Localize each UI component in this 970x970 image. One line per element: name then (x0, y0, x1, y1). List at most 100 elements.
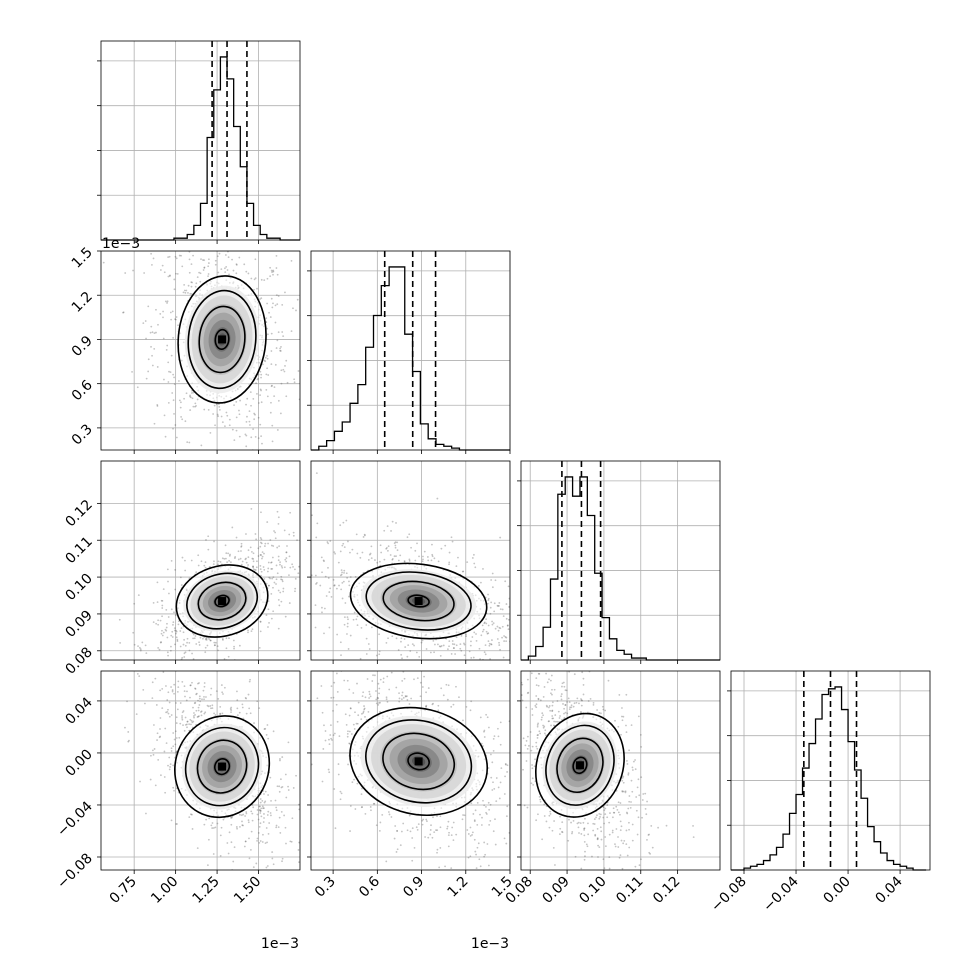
sample-point (476, 823, 479, 826)
sample-point (219, 561, 222, 563)
sample-point (179, 406, 182, 409)
contour-line (196, 739, 248, 794)
sample-point (180, 254, 183, 257)
sample-point (156, 405, 159, 407)
sample-point (280, 786, 283, 789)
sample-point (276, 429, 279, 431)
sample-point (188, 441, 191, 444)
sample-point (378, 687, 381, 690)
sample-point (348, 730, 351, 733)
sample-point (119, 642, 122, 644)
sample-point (349, 576, 352, 578)
sample-point (252, 866, 255, 869)
sample-point (280, 600, 283, 603)
sample-point (298, 565, 300, 568)
sample-point (219, 706, 222, 708)
sample-point (207, 705, 210, 708)
sample-point (279, 759, 281, 762)
sample-point (316, 697, 319, 700)
sample-point (330, 685, 333, 688)
sample-point (400, 830, 403, 833)
sample-point (554, 864, 556, 866)
sample-point (294, 678, 296, 680)
sample-point (174, 643, 176, 646)
sample-point (250, 233, 252, 235)
sample-point (275, 564, 278, 567)
sample-point (395, 522, 397, 524)
sample-point (272, 730, 275, 733)
sample-point (173, 611, 175, 614)
sample-point (305, 664, 307, 666)
sample-point (631, 839, 634, 842)
sample-point (511, 796, 513, 798)
sample-point (175, 751, 178, 754)
sample-point (433, 651, 435, 654)
contour-line (214, 594, 230, 608)
sample-point (214, 424, 216, 427)
sample-point (452, 839, 455, 842)
sample-point (491, 789, 494, 791)
sample-point (157, 758, 160, 761)
sample-point (328, 591, 331, 593)
sample-point (258, 707, 261, 709)
sample-point (278, 604, 281, 607)
sample-point (222, 693, 224, 695)
sample-point (431, 553, 434, 556)
sample-point (498, 602, 501, 604)
sample-point (292, 531, 295, 534)
sample-point (162, 588, 165, 591)
sample-point (487, 597, 490, 600)
sample-point (594, 834, 597, 837)
sample-point (413, 678, 415, 681)
sample-point (556, 720, 559, 723)
sample-point (340, 569, 343, 572)
sample-point (352, 618, 355, 621)
sample-point (206, 691, 208, 693)
sample-point (138, 646, 141, 649)
sample-point (150, 754, 152, 757)
sample-point (364, 812, 367, 815)
sample-point (349, 707, 352, 710)
sample-point (255, 538, 258, 541)
sample-point (480, 634, 483, 637)
sample-point (466, 829, 469, 831)
sample-point (364, 678, 366, 680)
sample-point (493, 610, 496, 613)
sample-point (467, 856, 470, 859)
sample-point (350, 733, 353, 735)
sample-point (270, 297, 273, 300)
sample-point (246, 874, 248, 876)
sample-point (207, 273, 210, 275)
sample-point (394, 825, 397, 827)
sample-point (167, 654, 169, 657)
sample-point (454, 653, 456, 655)
sample-point (514, 633, 516, 635)
sample-point (503, 837, 506, 840)
sample-point (448, 561, 451, 564)
sample-point (275, 254, 278, 257)
sample-point (173, 383, 176, 386)
sample-point (377, 682, 380, 685)
sample-point (175, 630, 178, 633)
sample-point (168, 255, 171, 258)
sample-point (536, 724, 539, 726)
sample-point (128, 739, 130, 742)
sample-point (277, 522, 280, 525)
sample-point (398, 697, 401, 700)
sample-point (180, 627, 183, 630)
sample-point (546, 606, 548, 608)
sample-point (243, 263, 246, 266)
panel-frame (100, 460, 301, 661)
sample-point (274, 609, 276, 611)
sample-point (499, 648, 501, 651)
sample-point (338, 735, 341, 738)
sample-point (192, 715, 195, 717)
sample-point (275, 583, 277, 585)
sample-point (445, 683, 448, 686)
sample-point (214, 259, 217, 262)
sample-point (268, 576, 271, 579)
sample-point (404, 695, 407, 697)
sample-point (196, 847, 199, 849)
sample-point (301, 818, 303, 820)
